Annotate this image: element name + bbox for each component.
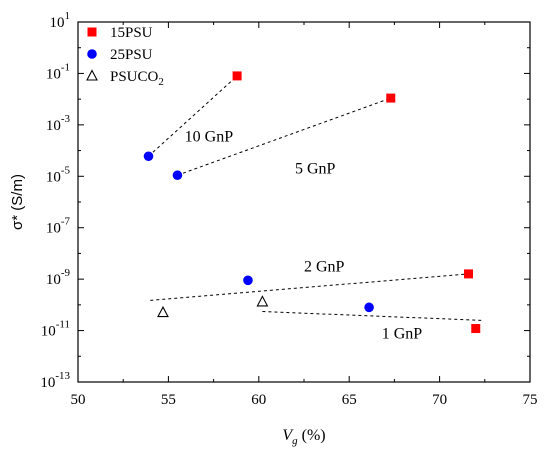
y-tick-label: 101 bbox=[50, 10, 71, 31]
y-tick-label: 10-7 bbox=[46, 216, 71, 237]
point-15psu bbox=[471, 324, 481, 334]
trend-line bbox=[177, 97, 391, 176]
trend-label: 5 GnP bbox=[295, 160, 336, 177]
legend-label: PSUCO2 bbox=[110, 69, 164, 88]
y-tick-label: 10-9 bbox=[46, 267, 71, 288]
trend-label: 1 GnP bbox=[382, 325, 423, 342]
legend-marker-psuco2 bbox=[86, 69, 98, 81]
trend-label: 10 GnP bbox=[185, 128, 234, 145]
x-axis-title: Vg (%) bbox=[282, 427, 325, 447]
x-tick-label: 50 bbox=[71, 392, 86, 408]
y-tick-label: 10-13 bbox=[40, 370, 70, 391]
legend-label: 25PSU bbox=[110, 47, 153, 63]
legend: 15PSU 25PSU PSUCO2 bbox=[86, 25, 164, 88]
trend-line bbox=[262, 311, 482, 321]
point-25psu bbox=[243, 275, 253, 286]
legend-marker-25psu bbox=[87, 49, 97, 59]
y-tick-label: 10-3 bbox=[46, 113, 71, 134]
y-tick-label: 10-1 bbox=[46, 61, 70, 82]
x-tick-label: 55 bbox=[161, 392, 176, 408]
point-25psu bbox=[172, 170, 183, 181]
x-tick-label: 60 bbox=[251, 392, 266, 408]
data-points bbox=[143, 71, 481, 334]
x-tick-label: 70 bbox=[432, 392, 447, 408]
trend-label: 2 GnP bbox=[304, 258, 345, 275]
trend-lines bbox=[148, 75, 482, 321]
y-tick-label: 10-5 bbox=[46, 164, 71, 185]
axis-titles: Vg (%) σ* (S/m) bbox=[9, 174, 326, 447]
point-15psu bbox=[386, 93, 396, 103]
point-15psu bbox=[232, 71, 242, 81]
x-tick-label: 65 bbox=[342, 392, 357, 408]
y-axis-title: σ* (S/m) bbox=[9, 174, 26, 230]
trend-line bbox=[150, 273, 469, 301]
trend-line bbox=[148, 75, 238, 157]
point-25psu bbox=[143, 151, 154, 162]
point-15psu bbox=[464, 269, 474, 279]
annotations: 10 GnP 5 GnP 2 GnP 1 GnP bbox=[185, 128, 423, 342]
legend-marker-15psu bbox=[87, 27, 97, 37]
x-tick-label: 75 bbox=[523, 392, 538, 408]
legend-label: 15PSU bbox=[110, 25, 153, 41]
point-psuco2 bbox=[256, 295, 269, 307]
y-tick-label: 10-11 bbox=[41, 319, 70, 340]
point-25psu bbox=[364, 302, 374, 313]
point-psuco2 bbox=[157, 305, 169, 318]
axis-ticks: 50 55 60 65 70 75 10-13 10-11 10-9 10-7 10-5 10-3 10… bbox=[40, 10, 537, 408]
